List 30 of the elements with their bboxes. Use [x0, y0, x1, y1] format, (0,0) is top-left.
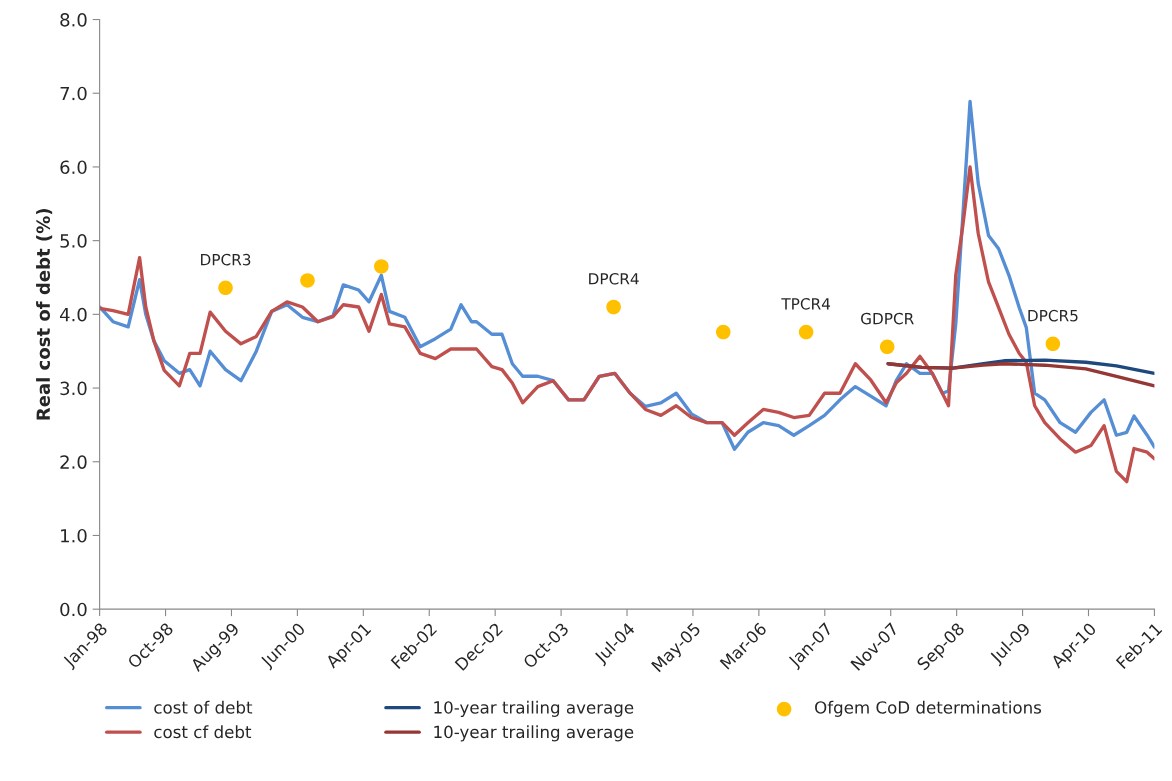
y-tick-label: 0.0: [60, 602, 87, 617]
y-tick-label: 3.0: [60, 381, 87, 396]
annotation: DPCR5: [1028, 309, 1078, 322]
legend-label: cost of debt: [154, 700, 253, 714]
annotation: DPCR4: [589, 273, 639, 285]
point: [879, 339, 895, 355]
y-tick-label: 8.0: [60, 12, 87, 27]
point: [1045, 336, 1061, 352]
point: [218, 280, 233, 296]
y-tick-label: 7.0: [60, 86, 87, 101]
legend-label: cost cf debt: [154, 725, 252, 739]
y-tick-label: 4.0: [59, 307, 87, 322]
point: [300, 273, 315, 288]
legend-label: Ofgem CoD determinations: [815, 700, 1042, 717]
y-tick-label: 1.0: [61, 528, 87, 543]
y-tick-label: 6.0: [60, 160, 87, 175]
y-axis-title: Real cost of debt (%): [36, 209, 53, 420]
point: [798, 324, 814, 340]
y-tick-label: 5.0: [60, 234, 87, 248]
annotation: TPCR4: [781, 298, 831, 310]
annotation: GDPCR: [861, 312, 914, 325]
legend-label: 10-year trailing average: [434, 700, 634, 717]
y-tick-label: 2.0: [60, 455, 87, 469]
line-series: [99, 165, 1155, 484]
legend-label: 10-year trailing average: [434, 725, 634, 742]
point: [374, 259, 389, 274]
line-series: [886, 362, 1155, 388]
annotation: DPCR3: [201, 253, 251, 266]
point: [606, 299, 621, 315]
point: [715, 324, 731, 340]
